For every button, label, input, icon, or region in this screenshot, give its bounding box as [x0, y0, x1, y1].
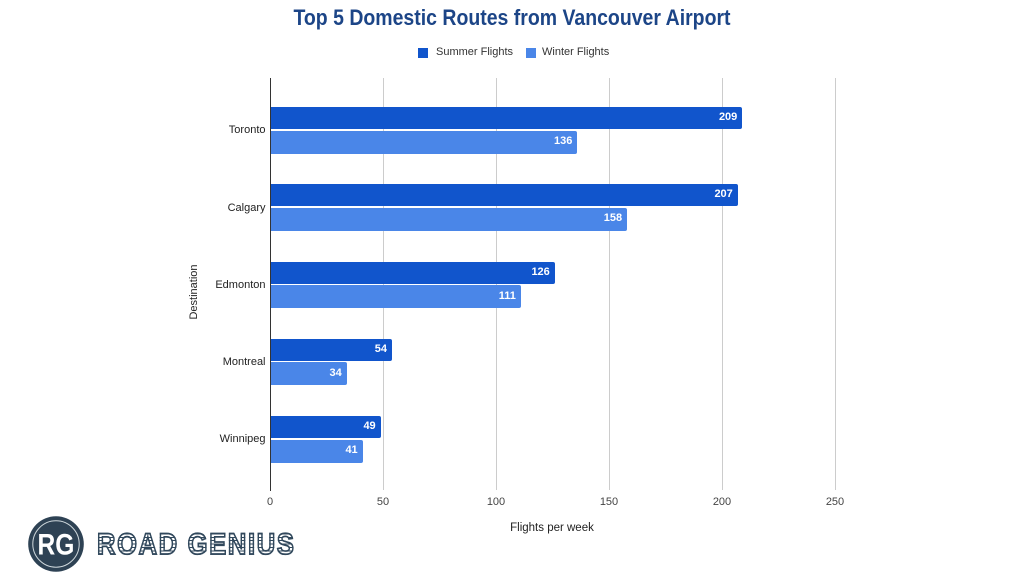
- svg-text:RG: RG: [38, 527, 75, 561]
